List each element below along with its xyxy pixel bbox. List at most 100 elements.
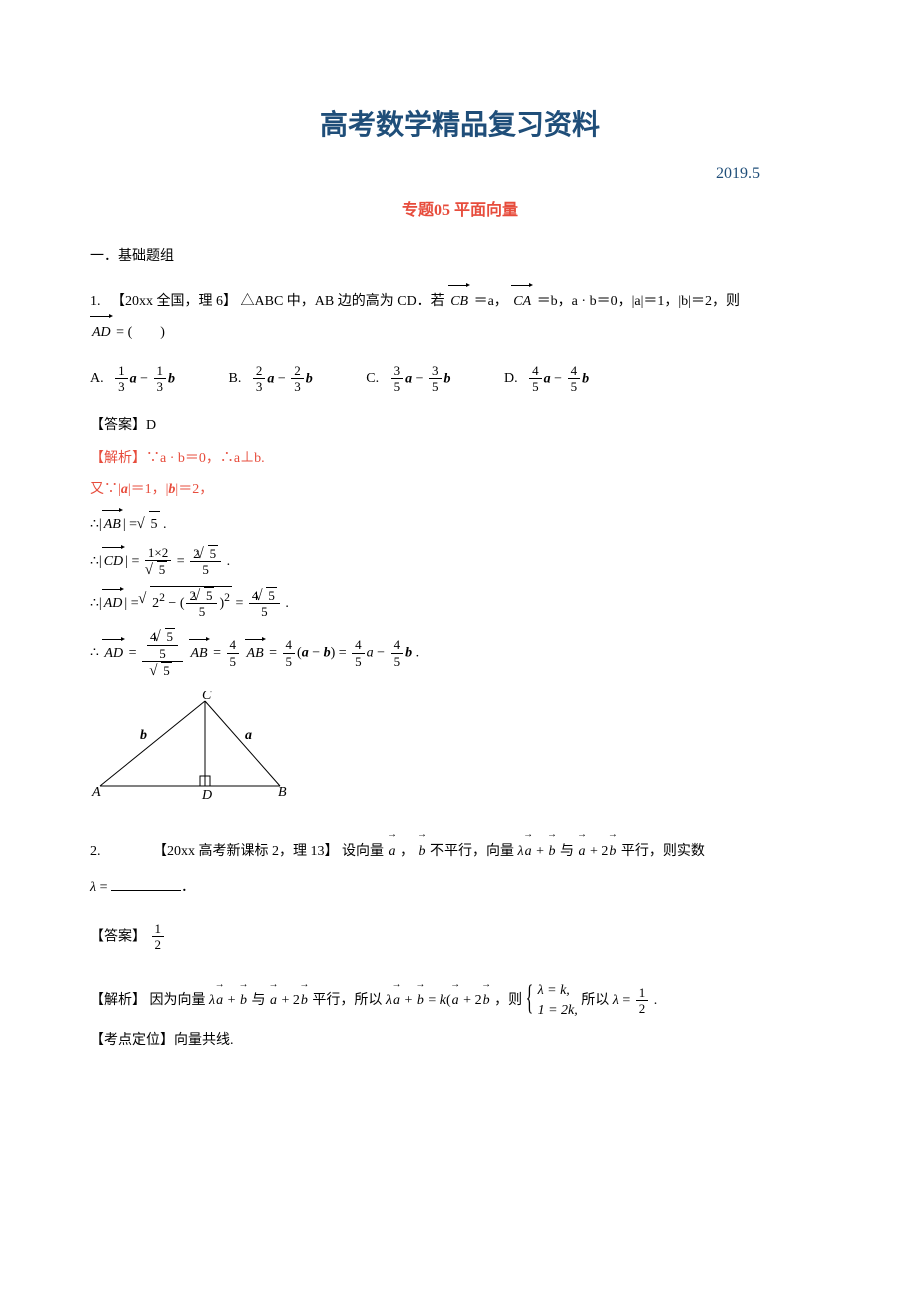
tri-d: D bbox=[201, 788, 212, 801]
eq1-end: . bbox=[160, 517, 167, 532]
q2-ava1: a bbox=[215, 988, 224, 1013]
eq3-rd: 5 bbox=[249, 604, 280, 620]
eq3-fnr: 5 bbox=[204, 587, 215, 604]
vector-ca: CA bbox=[511, 287, 533, 318]
eq1-mid: | = bbox=[123, 517, 137, 532]
opt-b-num2: 2 bbox=[291, 363, 304, 380]
eq1-lhs: ∴| bbox=[90, 517, 102, 532]
eq4-f3n: 4 bbox=[352, 637, 365, 654]
q2-vb1: b bbox=[547, 834, 556, 870]
q2-answer: 【答案】 12 bbox=[90, 921, 830, 953]
opt-a-num1: 1 bbox=[115, 363, 128, 380]
option-b: B. 23a − 23b bbox=[229, 363, 313, 395]
topic-title: 专题05 平面向量 bbox=[90, 197, 830, 226]
q1-eq-b: ＝b，a · b＝0，|a|＝1，|b|＝2，则 bbox=[537, 294, 740, 309]
option-a: A. 13a − 13b bbox=[90, 363, 175, 395]
q2-stem3: 与 bbox=[560, 844, 574, 859]
q1-analysis-line2: 又∵|a|＝1，|b|＝2， bbox=[90, 477, 830, 502]
date: 2019.5 bbox=[90, 160, 830, 189]
brace-system: λ = k, 1 = 2k, bbox=[526, 981, 578, 1020]
q2-va1: a bbox=[524, 834, 533, 870]
eq4-n1d: 5 bbox=[147, 646, 178, 662]
eq4-vec-ab1: AB bbox=[189, 641, 210, 666]
eq-ad-final: ∴ AD = 455 5 AB = 45 AB = 45(a − b) = 45… bbox=[90, 628, 830, 679]
triangle-figure: A B C D b a bbox=[90, 691, 830, 810]
q2-avb2: b bbox=[300, 988, 309, 1013]
q2-ava4: a bbox=[451, 988, 460, 1013]
q2-afn: 1 bbox=[636, 985, 649, 1002]
al2-p2: |＝1，| bbox=[128, 482, 169, 497]
section-heading: 一．基础题组 bbox=[90, 244, 830, 269]
q2-ava2: a bbox=[269, 988, 278, 1013]
q2-period: ． bbox=[181, 880, 195, 895]
option-d: D. 45a − 45b bbox=[504, 363, 589, 395]
question-2: 2. 【20xx 高考新课标 2，理 13】 设向量 a ， b 不平行，向量 … bbox=[90, 834, 830, 907]
q2-aend: . bbox=[654, 993, 658, 1008]
eq2-n1: 1×2 bbox=[145, 545, 171, 562]
eq4-f1n: 4 bbox=[227, 637, 240, 654]
analysis-text1: ∵a · b＝0，∴a⊥b. bbox=[146, 451, 265, 466]
q1-stem-1: △ABC 中，AB 边的高为 CD．若 bbox=[241, 294, 445, 309]
tri-side-a: a bbox=[245, 728, 252, 743]
tri-side-b: b bbox=[140, 728, 147, 743]
eq2-d2: 5 bbox=[190, 562, 221, 578]
triangle-svg: A B C D b a bbox=[90, 691, 290, 801]
opt-a-den2: 3 bbox=[154, 379, 167, 395]
vec-b: b bbox=[418, 834, 427, 870]
answer-label: 【答案】 bbox=[90, 418, 146, 433]
main-title: 高考数学精品复习资料 bbox=[90, 100, 830, 150]
eq4-f4d: 5 bbox=[391, 654, 404, 670]
blank bbox=[111, 890, 181, 891]
q1-source: 【20xx 全国，理 6】 bbox=[111, 294, 237, 309]
eq-ab: ∴|AB| = 5 . bbox=[90, 511, 830, 537]
eq4-f2n: 4 bbox=[283, 637, 296, 654]
opt-d-num2: 4 bbox=[568, 363, 581, 380]
eq-ad-mag: ∴|AD| = 22 − (255)2 = 455 . bbox=[90, 586, 830, 620]
opt-c-num2: 3 bbox=[429, 363, 442, 380]
q2-position: 【考点定位】向量共线. bbox=[90, 1028, 830, 1053]
position-text: 向量共线. bbox=[174, 1033, 234, 1048]
q2-source: 【20xx 高考新课标 2，理 13】 bbox=[153, 844, 339, 859]
eq4-f1d: 5 bbox=[227, 654, 240, 670]
q1-number: 1. bbox=[90, 294, 101, 309]
option-c: C. 35a − 35b bbox=[366, 363, 450, 395]
opt-c-den2: 5 bbox=[429, 379, 442, 395]
option-a-label: A. bbox=[90, 371, 104, 386]
question-1: 1. 【20xx 全国，理 6】 △ABC 中，AB 边的高为 CD．若 CB … bbox=[90, 287, 830, 349]
eq3-exp: 2 bbox=[159, 591, 165, 604]
eq4-n1r: 5 bbox=[165, 628, 176, 645]
q1-eq-a: ＝a， bbox=[474, 294, 508, 309]
eq1-vec: AB bbox=[102, 512, 123, 537]
eq3-fd: 5 bbox=[186, 604, 217, 620]
q2-ad: 2 bbox=[152, 937, 165, 953]
q2-stem2: 不平行，向量 bbox=[430, 844, 514, 859]
tri-a: A bbox=[91, 785, 101, 800]
eq3-vec: AD bbox=[102, 591, 125, 616]
opt-b-den2: 3 bbox=[291, 379, 304, 395]
q2-answer-label: 【答案】 bbox=[90, 929, 146, 944]
tri-b: B bbox=[278, 785, 287, 800]
q2-analysis: 【解析】 因为向量 λa + b 与 a + 2b 平行，所以 λa + b =… bbox=[90, 981, 830, 1020]
opt-b-num1: 2 bbox=[253, 363, 266, 380]
vector-ad: AD bbox=[90, 318, 113, 349]
eq3-exp2: 2 bbox=[224, 591, 230, 604]
q2-ap1: 因为向量 bbox=[150, 993, 206, 1008]
q2-afd: 2 bbox=[636, 1001, 649, 1017]
q2-ap2: 与 bbox=[251, 993, 265, 1008]
opt-c-num1: 3 bbox=[391, 363, 404, 380]
q2-va2: a bbox=[577, 834, 586, 870]
q2-analysis-label: 【解析】 bbox=[90, 993, 146, 1008]
opt-d-den1: 5 bbox=[529, 379, 542, 395]
q2-comma: ， bbox=[397, 844, 415, 859]
vector-cb: CB bbox=[448, 287, 470, 318]
q2-avb1: b bbox=[239, 988, 248, 1013]
eq2-d1: 5 bbox=[157, 561, 168, 578]
eq3-rnr: 5 bbox=[266, 587, 277, 604]
eq2-vec: CD bbox=[102, 549, 125, 574]
opt-d-num1: 4 bbox=[529, 363, 542, 380]
q2-an: 1 bbox=[152, 921, 165, 938]
q1-stem-tail: = ( ) bbox=[116, 325, 165, 340]
analysis-label: 【解析】 bbox=[90, 451, 146, 466]
option-d-label: D. bbox=[504, 371, 518, 386]
q1-answer: 【答案】D bbox=[90, 413, 830, 438]
